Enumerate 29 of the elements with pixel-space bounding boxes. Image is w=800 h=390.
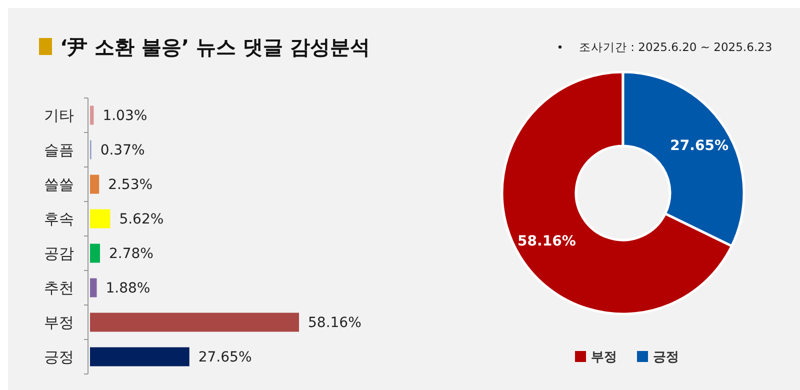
bar — [90, 209, 110, 228]
data-label: 2.53% — [108, 177, 153, 194]
bar — [90, 106, 94, 125]
bar — [90, 278, 97, 298]
y-tick-label: 기타 — [44, 106, 74, 124]
y-tick-label: 긍정 — [44, 348, 74, 366]
data-label: 27.65% — [198, 350, 252, 366]
y-tick-label: 공감 — [44, 244, 74, 262]
data-label: 1.88% — [106, 280, 150, 297]
legend-label: 긍정 — [653, 350, 679, 365]
text: 조사기간 : 2025.6.20 ~ 2025.6.23 — [579, 40, 772, 54]
bar — [90, 347, 190, 366]
data-label: 5.62% — [119, 212, 164, 228]
data-label: 1.03% — [102, 108, 148, 124]
data-label: 2.78% — [108, 246, 154, 262]
y-tick-label: 쓸쓸 — [44, 176, 74, 194]
data-label: 58.16% — [518, 234, 576, 250]
bar — [90, 174, 100, 194]
bar — [90, 244, 100, 263]
data-label: 0.37% — [100, 142, 145, 159]
y-tick-label: 슬픔 — [44, 141, 74, 159]
chart-title: ‘尹 소환 불응’ 뉴스 댓글 감성분석 — [60, 35, 370, 59]
data-label: 27.65% — [670, 138, 728, 154]
y-tick-label: 후속 — [44, 210, 74, 228]
legend-label: 부정 — [591, 350, 617, 365]
y-tick-label: 추천 — [44, 279, 74, 297]
y-tick-label: 부정 — [44, 314, 74, 332]
data-label: 58.16% — [308, 315, 362, 332]
bar — [90, 312, 299, 332]
